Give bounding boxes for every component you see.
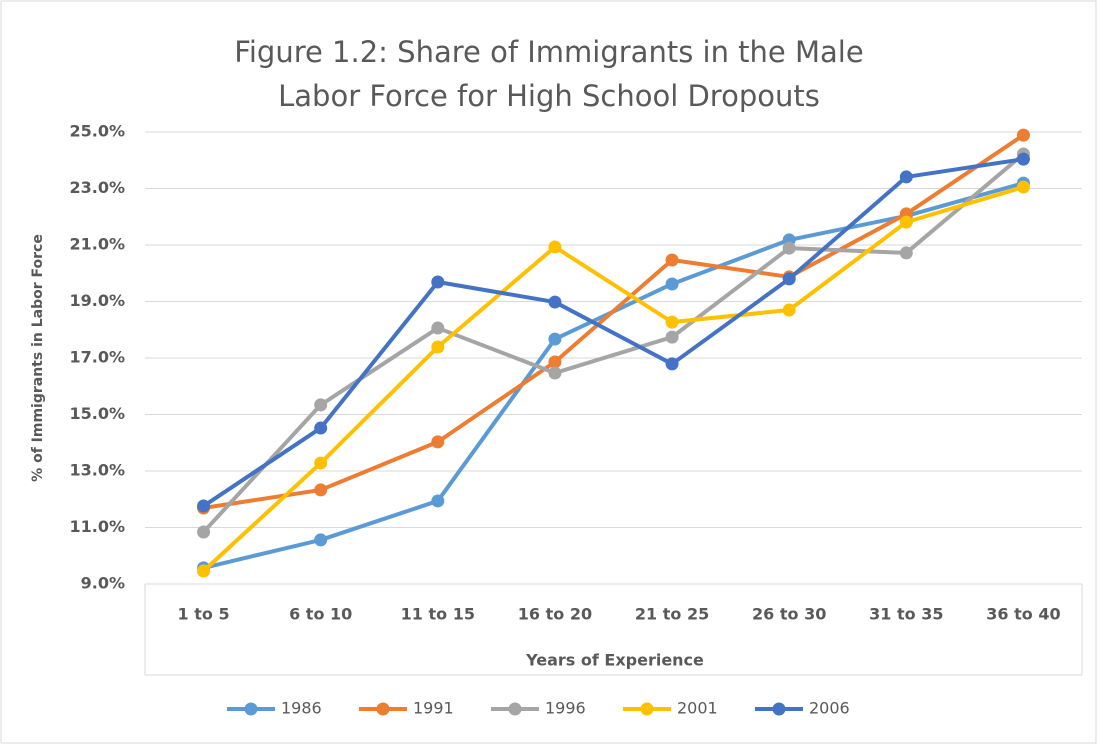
legend-marker — [244, 702, 258, 716]
y-tick-label: 25.0% — [69, 122, 125, 141]
data-point — [899, 170, 913, 184]
data-point — [431, 275, 445, 289]
data-point — [314, 421, 328, 435]
legend-label: 1996 — [545, 699, 586, 718]
series-line — [202, 152, 1025, 534]
data-point — [431, 340, 445, 354]
series-line — [203, 133, 1025, 510]
x-tick-label: 6 to 10 — [289, 605, 352, 624]
data-point — [1016, 180, 1030, 194]
data-point — [431, 494, 445, 508]
data-point — [782, 303, 796, 317]
data-point — [197, 499, 211, 513]
y-tick-label: 21.0% — [69, 235, 125, 254]
data-point — [548, 366, 562, 380]
x-tick-label: 36 to 40 — [986, 605, 1060, 624]
data-point — [1016, 152, 1030, 166]
y-tick-label: 15.0% — [69, 404, 125, 423]
data-point — [899, 246, 913, 260]
series-line — [202, 185, 1025, 573]
y-tick-label: 11.0% — [69, 517, 125, 536]
data-point — [665, 277, 679, 291]
series-line — [202, 157, 1024, 508]
legend-label: 2006 — [809, 699, 850, 718]
data-point — [197, 525, 211, 539]
legend-label: 2001 — [677, 699, 718, 718]
legend-marker — [772, 702, 786, 716]
data-point — [548, 332, 562, 346]
y-axis-title: % of Immigrants in Labor Force — [30, 234, 46, 482]
data-point — [665, 357, 679, 371]
x-tick-label: 21 to 25 — [635, 605, 709, 624]
data-point — [1016, 128, 1030, 142]
x-tick-label: 11 to 15 — [401, 605, 475, 624]
data-point — [548, 295, 562, 309]
data-point — [431, 435, 445, 449]
legend-marker — [640, 702, 654, 716]
data-point — [665, 253, 679, 267]
y-tick-label: 9.0% — [81, 574, 125, 593]
data-point — [782, 241, 796, 255]
x-tick-label: 1 to 5 — [178, 605, 230, 624]
data-point — [665, 315, 679, 329]
data-point — [548, 355, 562, 369]
y-tick-label: 17.0% — [69, 348, 125, 367]
data-point — [197, 564, 211, 578]
data-point — [431, 321, 445, 335]
data-point — [314, 483, 328, 497]
y-tick-label: 19.0% — [69, 291, 125, 310]
data-point — [548, 240, 562, 254]
data-point — [665, 330, 679, 344]
legend-label: 1986 — [281, 699, 322, 718]
chart-title: Figure 1.2: Share of Immigrants in the M… — [234, 35, 864, 113]
x-tick-label: 26 to 30 — [752, 605, 826, 624]
data-point — [314, 398, 328, 412]
data-point — [899, 215, 913, 229]
data-point — [314, 533, 328, 547]
series-line — [203, 181, 1024, 570]
y-tick-label: 13.0% — [69, 461, 125, 480]
x-axis-title: Years of Experience — [525, 651, 704, 670]
y-tick-label: 23.0% — [69, 178, 125, 197]
legend-marker — [376, 702, 390, 716]
legend-label: 1991 — [413, 699, 454, 718]
data-point — [782, 272, 796, 286]
legend-marker — [508, 702, 522, 716]
x-tick-label: 31 to 35 — [869, 605, 943, 624]
data-point — [314, 456, 328, 470]
x-tick-label: 16 to 20 — [518, 605, 592, 624]
